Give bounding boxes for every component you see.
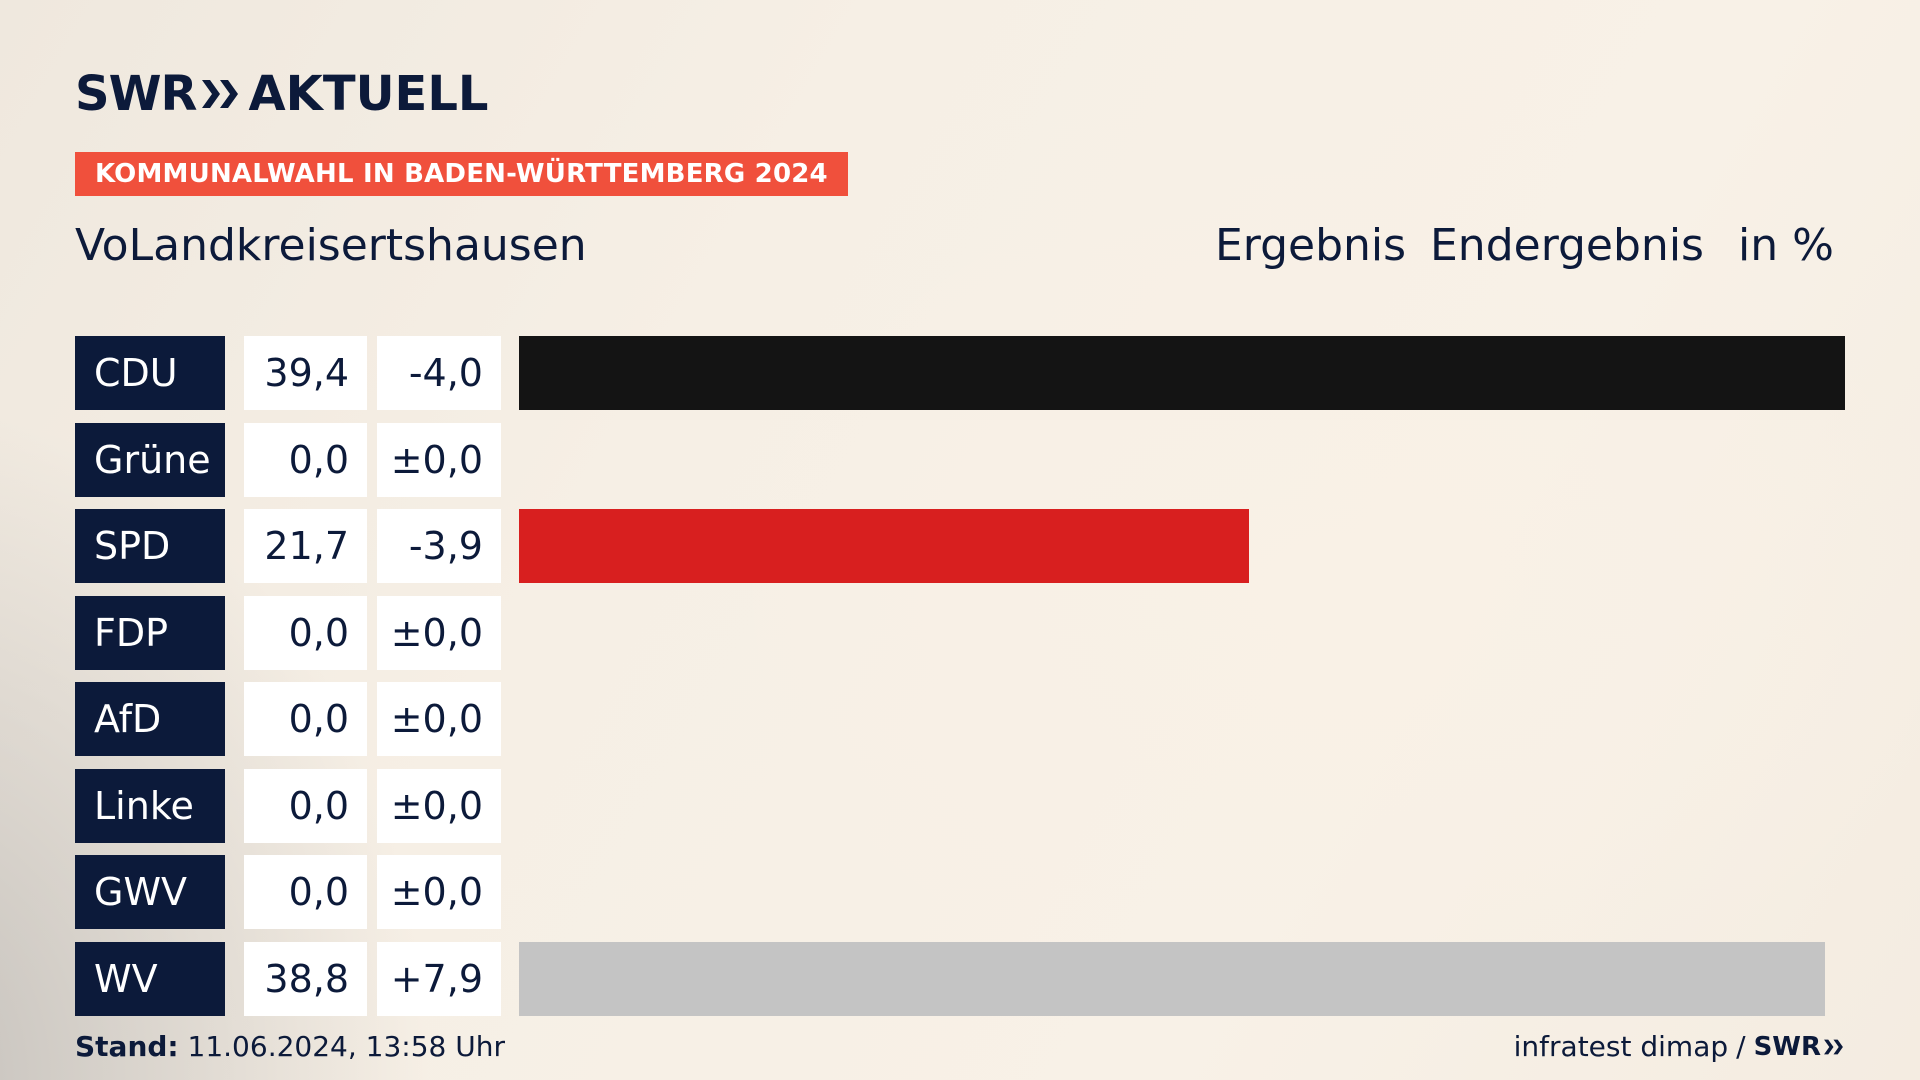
result-value: 0,0 (244, 595, 367, 670)
result-value: 21,7 (244, 509, 367, 583)
party-label: CDU (75, 336, 225, 410)
double-chevron-icon (202, 80, 239, 108)
timestamp: Stand: 11.06.2024, 13:58 Uhr (75, 1030, 505, 1063)
place-title: VoLandkreisertshausen (75, 220, 587, 271)
chart-row: Linke 0,0 ±0,0 (75, 768, 1845, 843)
result-value: 0,0 (244, 855, 367, 929)
party-label: WV (75, 941, 225, 1016)
chart-row: GWV 0,0 ±0,0 (75, 855, 1845, 929)
footer-chevron-icon (1824, 1039, 1843, 1054)
change-value: ±0,0 (377, 595, 501, 670)
swr-aktuell-logo: SWR AKTUELL (75, 66, 489, 122)
change-value: ±0,0 (377, 855, 501, 929)
result-value: 39,4 (244, 336, 367, 410)
party-label: FDP (75, 595, 225, 670)
change-value: ±0,0 (377, 422, 501, 497)
result-value: 0,0 (244, 768, 367, 843)
source-separator: / (1736, 1030, 1746, 1063)
result-bar (519, 509, 1250, 583)
chart-row: SPD 21,7 -3,9 (75, 509, 1845, 583)
party-label: Grüne (75, 422, 225, 497)
chart-row: WV 38,8 +7,9 (75, 941, 1845, 1016)
result-value: 0,0 (244, 422, 367, 497)
party-label: AfD (75, 682, 225, 756)
chart-row: FDP 0,0 ±0,0 (75, 595, 1845, 670)
chart-row: CDU 39,4 -4,0 (75, 336, 1845, 410)
change-value: -4,0 (377, 336, 501, 410)
change-value: ±0,0 (377, 682, 501, 756)
result-value: 0,0 (244, 682, 367, 756)
result-bar (519, 941, 1825, 1016)
column-header-result: Ergebnis (1215, 220, 1407, 271)
source-credit: infratest dimap / SWR (1514, 1030, 1845, 1063)
party-label: SPD (75, 509, 225, 583)
column-header-unit: in % (1738, 220, 1834, 271)
result-bar (519, 336, 1845, 410)
logo-swr-text: SWR (75, 66, 197, 122)
footer-swr-text: SWR (1753, 1031, 1821, 1062)
stand-value: 11.06.2024, 13:58 Uhr (187, 1030, 505, 1063)
election-banner: KOMMUNALWAHL IN BADEN-WÜRTTEMBERG 2024 (75, 152, 848, 196)
column-header-status: Endergebnis (1430, 220, 1704, 271)
chart-row: Grüne 0,0 ±0,0 (75, 422, 1845, 497)
change-value: ±0,0 (377, 768, 501, 843)
change-value: +7,9 (377, 941, 501, 1016)
party-label: GWV (75, 855, 225, 929)
stand-label: Stand: (75, 1030, 179, 1063)
logo-aktuell-text: AKTUELL (248, 66, 489, 122)
source-text: infratest dimap (1513, 1030, 1729, 1063)
result-value: 38,8 (244, 941, 367, 1016)
chart-row: AfD 0,0 ±0,0 (75, 682, 1845, 756)
change-value: -3,9 (377, 509, 501, 583)
party-label: Linke (75, 768, 225, 843)
